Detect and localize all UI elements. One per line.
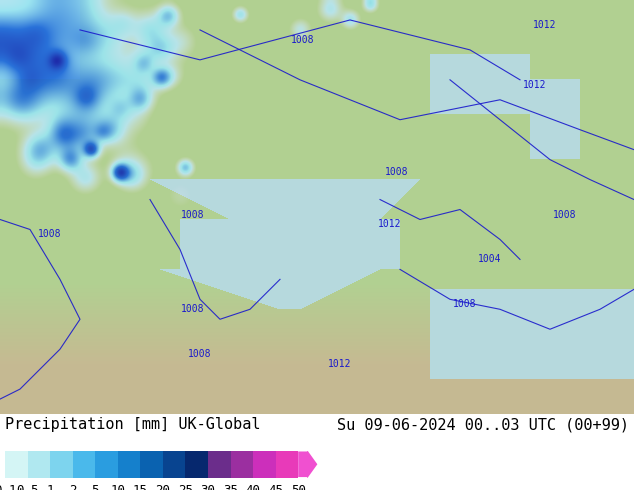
Bar [73,451,95,478]
Text: 1012: 1012 [378,220,402,229]
Bar [95,451,118,478]
Text: 1012: 1012 [328,359,352,369]
Text: 1008: 1008 [188,349,212,359]
Text: Precipitation [mm] UK-Global: Precipitation [mm] UK-Global [5,417,261,433]
Bar [253,451,276,478]
Text: 1008: 1008 [453,299,477,309]
Bar [208,451,231,478]
Text: 1008: 1008 [181,304,205,314]
FancyArrow shape [298,450,318,478]
Text: Su 09-06-2024 00..03 UTC (00+99): Su 09-06-2024 00..03 UTC (00+99) [337,417,629,433]
Text: 1008: 1008 [38,229,61,240]
Text: 1008: 1008 [385,167,409,176]
Bar [231,451,253,478]
Text: 1012: 1012 [523,80,547,90]
Text: 1008: 1008 [553,210,577,220]
Bar [276,451,298,478]
Bar [186,451,208,478]
Text: 1008: 1008 [291,35,314,45]
Text: 1008: 1008 [181,210,205,220]
Text: 1012: 1012 [533,20,557,30]
Bar [163,451,186,478]
Bar [118,451,140,478]
Text: 1004: 1004 [478,254,501,265]
Bar [50,451,73,478]
Bar [140,451,163,478]
Bar [5,451,28,478]
Bar [28,451,50,478]
